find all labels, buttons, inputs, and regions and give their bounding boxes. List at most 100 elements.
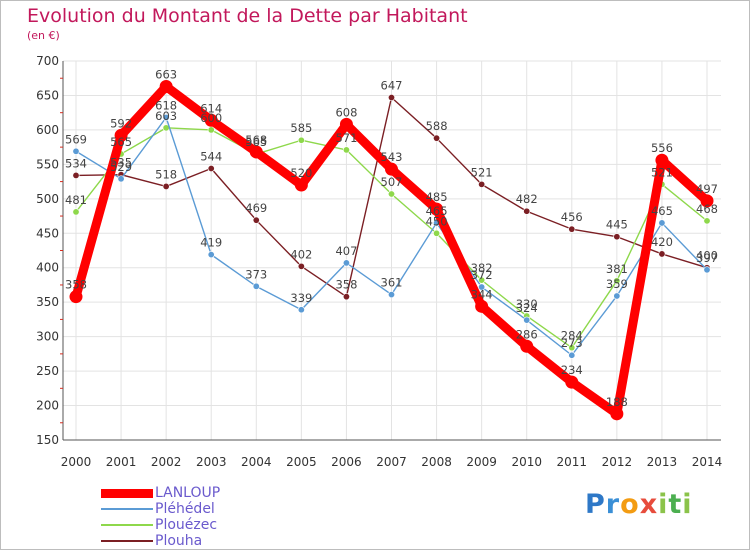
data-label: 529 <box>110 160 132 174</box>
data-label: 588 <box>426 119 448 133</box>
data-point <box>204 113 218 127</box>
data-label: 481 <box>65 193 87 207</box>
data-point <box>162 114 170 122</box>
legend-swatch <box>101 540 153 542</box>
data-label: 569 <box>65 132 87 146</box>
data-label: 381 <box>606 262 628 276</box>
data-point <box>207 251 215 259</box>
data-point <box>72 208 80 216</box>
data-point <box>658 219 666 227</box>
legend-swatch <box>101 488 153 498</box>
data-point <box>342 293 350 301</box>
data-label: 543 <box>381 150 403 164</box>
data-point <box>297 306 305 314</box>
legend-item: Plouha <box>101 533 220 549</box>
y-tick-label: 500 <box>36 192 59 206</box>
brand-letter: r <box>605 489 621 520</box>
x-tick-label: 2000 <box>61 455 92 469</box>
legend-label: Pléhédel <box>155 501 215 517</box>
data-label: 556 <box>651 141 673 155</box>
data-point <box>387 190 395 198</box>
data-point <box>433 229 441 237</box>
data-point <box>385 162 398 176</box>
data-label: 372 <box>471 268 493 282</box>
data-label: 585 <box>290 121 312 135</box>
data-point <box>387 94 395 102</box>
data-point <box>342 146 350 154</box>
data-label: 663 <box>155 67 177 81</box>
brand-letter: i <box>658 489 669 520</box>
data-point <box>159 79 173 93</box>
chart-subtitle: (en €) <box>27 29 60 42</box>
data-point <box>207 164 215 172</box>
x-tick-label: 2004 <box>241 455 272 469</box>
legend-swatch <box>101 524 153 526</box>
data-point <box>478 180 486 188</box>
data-label: 565 <box>245 135 267 149</box>
data-label: 419 <box>200 236 222 250</box>
data-label: 273 <box>561 336 583 350</box>
data-point <box>610 407 624 421</box>
data-label: 324 <box>516 301 538 315</box>
data-point <box>700 194 714 208</box>
data-point <box>433 134 441 142</box>
data-label: 358 <box>335 278 357 292</box>
legend-label: LANLOUP <box>155 485 221 501</box>
y-tick-label: 700 <box>36 54 59 68</box>
data-point <box>568 225 576 233</box>
data-label: 469 <box>245 201 267 215</box>
data-label: 359 <box>606 277 628 291</box>
data-label: 521 <box>471 165 493 179</box>
data-point <box>613 233 621 241</box>
data-point <box>114 128 128 142</box>
y-tick-label: 650 <box>36 88 59 102</box>
data-label: 344 <box>471 287 493 301</box>
data-label: 445 <box>606 218 628 232</box>
data-point <box>703 217 711 225</box>
data-point <box>655 153 669 167</box>
data-label: 358 <box>65 278 87 292</box>
x-tick-label: 2011 <box>557 455 588 469</box>
y-tick-label: 550 <box>36 157 59 171</box>
data-label: 518 <box>155 167 177 181</box>
data-label: 507 <box>381 175 403 189</box>
data-label: 465 <box>426 204 448 218</box>
data-label: 468 <box>696 202 718 216</box>
data-label: 485 <box>426 190 448 204</box>
data-label: 330 <box>516 297 538 311</box>
data-point <box>117 175 125 183</box>
data-label: 400 <box>696 249 718 263</box>
data-label: 614 <box>200 101 222 115</box>
y-tick-label: 150 <box>36 433 59 447</box>
data-point <box>339 117 353 131</box>
data-label: 647 <box>381 79 403 93</box>
data-label: 339 <box>290 291 312 305</box>
data-point <box>478 276 486 284</box>
data-point <box>297 136 305 144</box>
legend: LANLOUP Pléhédel Plouézec Plouha <box>101 485 220 549</box>
data-label: 600 <box>200 111 222 125</box>
data-label: 571 <box>335 131 357 145</box>
data-point <box>523 207 531 215</box>
legend-swatch <box>101 508 153 510</box>
data-point <box>475 299 489 313</box>
data-point <box>658 250 666 258</box>
y-tick-label: 600 <box>36 123 59 137</box>
data-point <box>252 282 260 290</box>
data-point <box>703 266 711 274</box>
data-label: 373 <box>245 267 267 281</box>
brand-letter: o <box>620 489 640 520</box>
chart-title: Evolution du Montant de la Dette par Hab… <box>27 5 468 27</box>
data-point <box>568 344 576 352</box>
data-label: 286 <box>516 327 538 341</box>
brand-letter: t <box>668 489 683 520</box>
x-tick-label: 2008 <box>421 455 452 469</box>
data-label: 407 <box>335 244 357 258</box>
data-point <box>523 316 531 324</box>
data-point <box>69 290 83 304</box>
x-tick-label: 2009 <box>466 455 497 469</box>
data-label: 482 <box>516 192 538 206</box>
data-point <box>72 171 80 179</box>
data-label: 568 <box>245 133 267 147</box>
data-point <box>252 216 260 224</box>
